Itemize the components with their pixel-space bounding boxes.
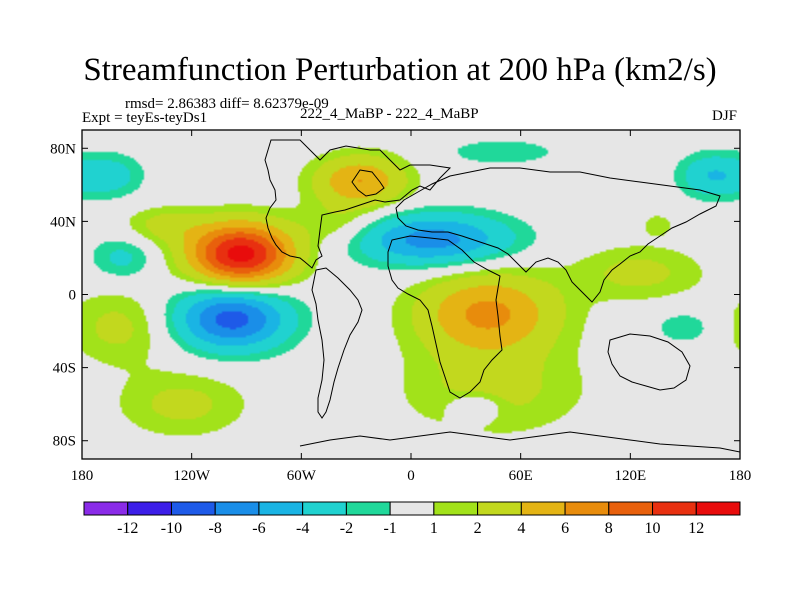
colorbar-swatch [214,501,260,516]
x-tick-label: 60E [509,468,533,484]
colorbar-label: -8 [209,520,222,537]
colorbar-label: 12 [688,520,704,537]
colorbar-swatch [433,501,479,516]
colorbar-swatch [389,501,435,516]
colorbar-swatch [127,501,172,516]
coastline-south-america [311,267,363,419]
colorbar-label: 1 [430,520,438,537]
axes: 180 120W 60W 0 60E 120E 180 80N 40N 0 40S 80S [50,130,751,484]
x-tick-label: 60W [287,468,317,484]
coastline-australia [607,333,691,391]
colorbar-swatch [345,501,391,516]
y-tick-label: 40N [50,214,76,230]
colorbar-label: 8 [605,520,613,537]
coastline-eurasia [395,167,721,303]
colorbar-label: -4 [296,520,309,537]
colorbar-swatch [302,501,347,516]
colorbar-label: 10 [645,520,661,537]
colorbar-label: -10 [161,520,182,537]
comparison-label: 222_4_MaBP - 222_4_MaBP [300,106,479,122]
colorbar-label: -1 [383,520,396,537]
colorbar-swatch [564,501,610,516]
colorbar-swatch [258,501,304,516]
y-tick-label: 0 [69,288,77,304]
streamfunction-field [82,130,740,459]
rmsd-text: rmsd= 2.86383 diff= 8.62379e-09 [125,96,329,112]
coastline-north-america [264,139,452,269]
y-tick-label: 80S [53,434,76,450]
colorbar-swatch [520,501,566,516]
x-tick-label: 180 [71,468,94,484]
colorbar-label: -2 [340,520,353,537]
y-tick-label: 80N [50,141,76,157]
coastline-africa [387,235,503,399]
x-tick-label: 120E [614,468,646,484]
expt-text: Expt = teyEs-teyDs1 [82,110,208,126]
colorbar-swatch [83,501,129,516]
chart-title: Streamfunction Perturbation at 200 hPa (… [83,52,717,88]
colorbar-label: 4 [517,520,525,537]
colorbar-swatch [695,501,741,516]
colorbar-label: 2 [474,520,482,537]
coastline [264,139,740,453]
colorbar-label: 6 [561,520,569,537]
x-tick-label: 0 [407,468,415,484]
coastline-greenland [351,169,385,197]
colorbar-swatch [652,501,697,516]
colorbar-swatch [477,501,522,516]
colorbar-label: -12 [117,520,138,537]
colorbar-swatch [608,501,654,516]
y-tick-label: 40S [53,361,76,377]
colorbar-label: -6 [252,520,265,537]
x-tick-label: 180 [729,468,752,484]
season-label: DJF [712,108,738,124]
x-tick-label: 120W [173,468,211,484]
colorbar: -12 -10 -8 -6 -4 -2 -1 1 2 4 6 8 10 12 [83,501,741,537]
colorbar-swatch [170,501,216,516]
coastline-antarctica [299,431,740,453]
